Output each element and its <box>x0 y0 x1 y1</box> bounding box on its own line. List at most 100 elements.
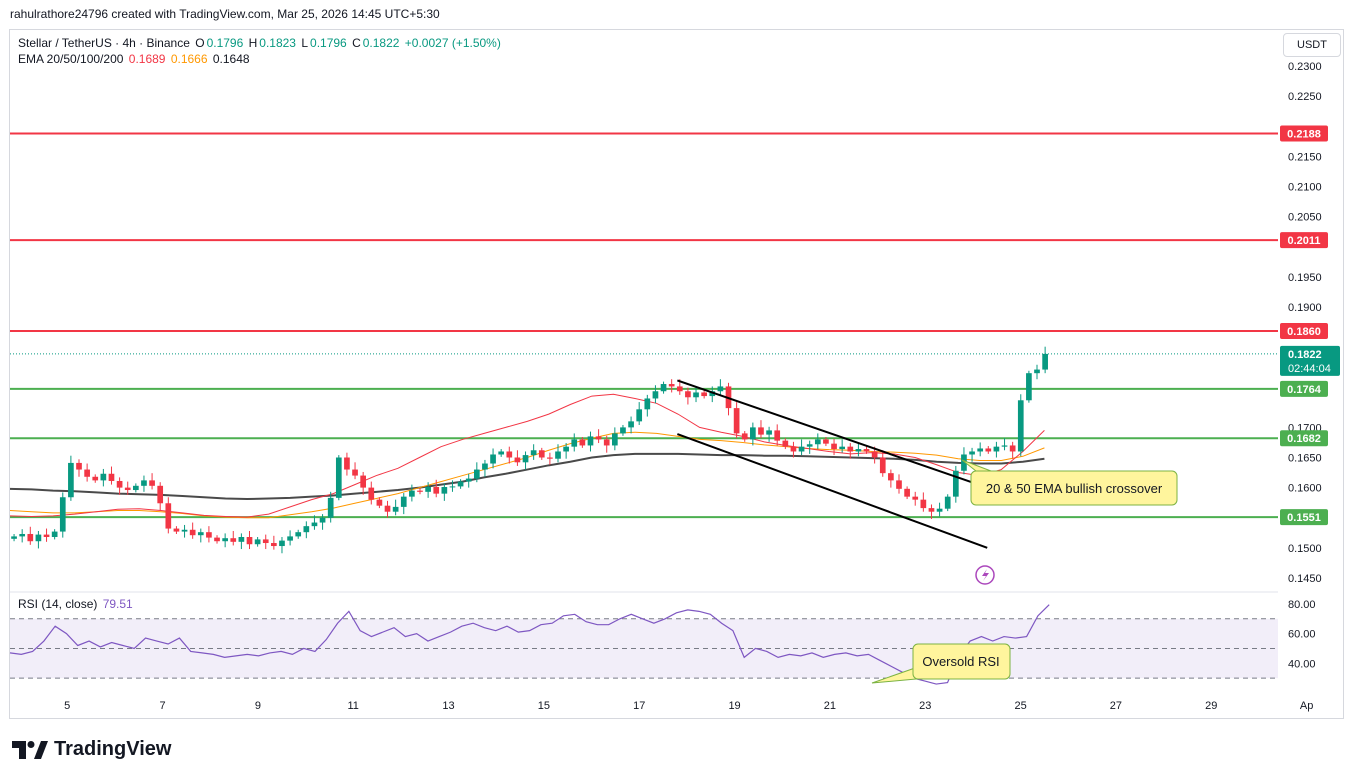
candle-body <box>465 478 472 482</box>
candle-body <box>173 528 180 532</box>
candle-body <box>482 463 488 470</box>
price-tick-label: 0.2100 <box>1288 181 1322 193</box>
level-tag-text: 0.2188 <box>1287 128 1321 140</box>
candle-body <box>896 480 902 489</box>
candle-body <box>782 440 789 447</box>
time-tick-label: 11 <box>348 700 359 712</box>
candle-body <box>676 386 683 392</box>
level-tag-text: 0.1682 <box>1287 433 1321 445</box>
level-tag-text: 0.1764 <box>1287 384 1322 396</box>
candle-body <box>311 522 318 527</box>
price-tick-label: 0.1650 <box>1288 453 1322 465</box>
candle-body <box>750 427 756 440</box>
rsi-label: RSI (14, close) <box>18 597 98 611</box>
level-tag-0.2011 <box>1280 232 1328 249</box>
candle-body <box>327 497 334 518</box>
candle-body <box>368 487 375 500</box>
close-label: C <box>352 36 361 50</box>
candle-body <box>189 529 196 536</box>
candle-body <box>798 446 805 452</box>
candle-body <box>149 480 155 486</box>
time-tick-label: 9 <box>255 700 261 712</box>
candle-body <box>831 443 837 450</box>
candle-body <box>522 455 529 463</box>
candle-body <box>685 391 691 398</box>
price-tick-label: 0.1500 <box>1288 543 1322 555</box>
candle-body <box>352 469 358 476</box>
level-tag-0.1551 <box>1280 509 1328 526</box>
channel-line-1 <box>677 379 988 489</box>
candle-body <box>985 448 992 452</box>
crossover-callout-box <box>970 470 1178 506</box>
candle-body <box>27 533 34 542</box>
candle-body <box>108 473 115 481</box>
rsi-tick-label: 40.00 <box>1288 658 1316 670</box>
candle-body <box>400 496 407 507</box>
candle-body <box>936 508 943 512</box>
currency-button[interactable]: USDT <box>1283 33 1341 57</box>
candle-body <box>790 446 797 452</box>
candle-body <box>668 384 675 387</box>
ema-legend: EMA 20/50/100/200 0.1689 0.1666 0.1648 <box>18 52 252 66</box>
last-price-tag <box>1280 345 1340 376</box>
candle-body <box>863 449 870 452</box>
candle-body <box>124 487 131 491</box>
ema-label: EMA 20/50/100/200 <box>18 52 124 66</box>
price-tick-label: 0.1900 <box>1288 302 1322 314</box>
ema100-line <box>10 452 1045 501</box>
price-tick-label: 0.1950 <box>1288 272 1322 284</box>
candle-body <box>384 505 391 512</box>
candle-body <box>855 449 862 452</box>
candle-body <box>92 476 99 481</box>
candle-body <box>579 439 586 446</box>
candle-body <box>11 536 17 539</box>
candle-body <box>457 481 464 487</box>
chart-panel[interactable] <box>9 29 1344 719</box>
candle-body <box>814 439 821 445</box>
candle-body <box>498 451 505 455</box>
candle-body <box>51 531 58 537</box>
oversold-callout-text: Oversold RSI <box>922 654 999 669</box>
candle-body <box>603 439 610 446</box>
candle-body <box>254 539 261 545</box>
low-value: 0.1796 <box>310 36 347 50</box>
crossover-callout-text: 20 & 50 EMA bullish crossover <box>986 481 1163 496</box>
candle-body <box>741 433 748 440</box>
candle-body <box>1034 369 1040 374</box>
tradingview-logo[interactable]: TradingView <box>12 738 171 761</box>
candle-body <box>35 534 42 542</box>
time-tick-label: 5 <box>64 700 70 712</box>
ema50-value: 0.1666 <box>170 52 208 66</box>
candle-body <box>969 451 975 455</box>
time-tick-label: 19 <box>728 700 740 712</box>
candle-body <box>132 485 139 491</box>
candle-body <box>417 490 423 492</box>
candle-body <box>636 409 643 422</box>
price-tick-label: 0.1600 <box>1288 483 1322 495</box>
candle-body <box>100 473 107 481</box>
candle-body <box>1009 445 1016 452</box>
change-value: +0.0027 (+1.50%) <box>404 36 501 50</box>
candle-body <box>262 539 269 544</box>
candle-body <box>530 450 537 456</box>
level-tag-text: 0.2011 <box>1287 235 1320 247</box>
time-tick-label: 13 <box>442 700 454 712</box>
candle-body <box>806 444 813 447</box>
candle-body <box>644 398 651 410</box>
created-by-caption: rahulrathore24796 created with TradingVi… <box>10 7 440 21</box>
rsi-legend: RSI (14, close) 79.51 <box>18 597 135 611</box>
candle-body <box>473 469 480 479</box>
candle-body <box>993 446 1000 452</box>
price-tick-label: 0.2050 <box>1288 212 1322 224</box>
candle-body <box>392 506 399 512</box>
candle-body <box>116 480 123 488</box>
candle-body <box>19 533 26 537</box>
time-tick-label: 25 <box>1014 700 1026 712</box>
oversold-callout-box <box>912 643 1011 680</box>
candle-body <box>652 391 659 399</box>
price-tick-label: 0.2300 <box>1288 61 1322 73</box>
rsi-tick-label: 80.00 <box>1288 599 1316 611</box>
candle-body <box>547 457 553 459</box>
ema20-value: 0.1689 <box>128 52 166 66</box>
